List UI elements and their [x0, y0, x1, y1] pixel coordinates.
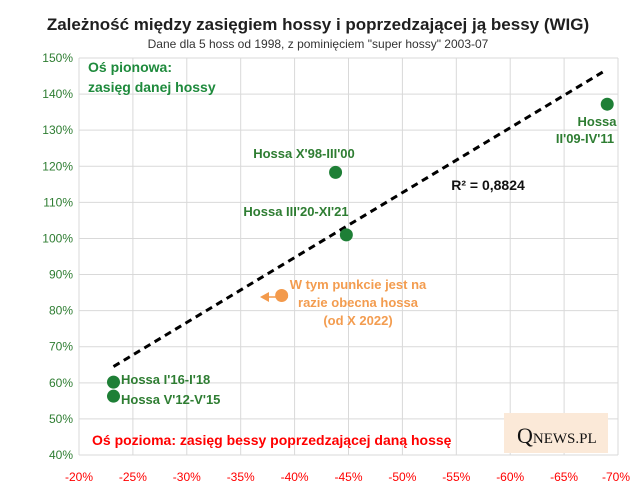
y-tick-label: 40%: [49, 448, 73, 462]
x-axis: -20% -25% -30% -35% -40% -45% -50% -55% -60% -65%…: [65, 470, 630, 484]
label-hossa-ii09-iv11-line-2: II'09-IV'11: [556, 131, 614, 146]
current-arrow-head: [260, 292, 269, 302]
x-tick-label: -20%: [65, 470, 93, 484]
y-axis: 40% 50% 60% 70% 80% 90% 100% 110% 120% 130% 140% 15…: [42, 51, 73, 462]
x-tick-label: -60%: [496, 470, 524, 484]
point-current-point: [275, 288, 289, 302]
x-tick-label: -35%: [227, 470, 255, 484]
label-current-line-3: (od X 2022): [323, 313, 392, 328]
label-hossa-i16-i18: Hossa I'16-I'18: [121, 372, 210, 387]
y-axis-label-line-1: Oś pionowa:: [88, 59, 172, 75]
label-current-line-2: razie obecna hossa: [298, 295, 419, 310]
chart-subtitle: Dane dla 5 hoss od 1998, z pominięciem "…: [148, 37, 489, 51]
y-tick-label: 120%: [42, 159, 73, 173]
gridlines: [78, 57, 619, 456]
y-tick-label: 50%: [49, 412, 73, 426]
logo-background: [504, 413, 608, 453]
qnews-logo: QNEWS.PL: [504, 413, 608, 453]
y-tick-label: 80%: [49, 304, 73, 318]
point-hossa-x98-iii00: [329, 165, 343, 179]
x-tick-label: -70%: [602, 470, 630, 484]
r-squared-label: R² = 0,8824: [451, 177, 525, 193]
point-hossa-iii20-xi21: [339, 228, 353, 242]
logo-text: QNEWS.PL: [517, 423, 597, 448]
label-hossa-ii09-iv11-line-1: Hossa: [577, 114, 617, 129]
chart-title: Zależność między zasięgiem hossy i poprz…: [47, 15, 589, 34]
point-hossa-v12-v15: [106, 389, 120, 403]
x-tick-label: -30%: [173, 470, 201, 484]
point-hossa-i16-i18: [106, 375, 120, 389]
y-tick-label: 110%: [43, 195, 73, 209]
y-tick-label: 70%: [49, 340, 73, 354]
y-tick-label: 130%: [42, 123, 73, 137]
data-points: [106, 97, 614, 403]
x-tick-label: -55%: [442, 470, 470, 484]
label-hossa-iii20-xi21: Hossa III'20-XI'21: [243, 204, 348, 219]
label-hossa-v12-v15: Hossa V'12-V'15: [121, 392, 220, 407]
y-axis-label-line-2: zasięg danej hossy: [88, 79, 216, 95]
x-tick-label: -50%: [388, 470, 416, 484]
x-tick-label: -65%: [550, 470, 578, 484]
x-tick-label: -40%: [281, 470, 309, 484]
label-current-line-1: W tym punkcie jest na: [290, 277, 427, 292]
y-tick-label: 100%: [42, 231, 73, 245]
label-hossa-x98-iii00: Hossa X'98-III'00: [253, 146, 355, 161]
y-tick-label: 90%: [49, 268, 73, 282]
y-tick-label: 60%: [49, 376, 73, 390]
point-hossa-ii09-iv11: [600, 97, 614, 111]
y-tick-label: 140%: [42, 87, 73, 101]
x-tick-label: -45%: [334, 470, 362, 484]
y-tick-label: 150%: [42, 51, 73, 65]
x-tick-label: -25%: [119, 470, 147, 484]
x-axis-label: Oś pozioma: zasięg bessy poprzedzającej …: [92, 432, 452, 448]
